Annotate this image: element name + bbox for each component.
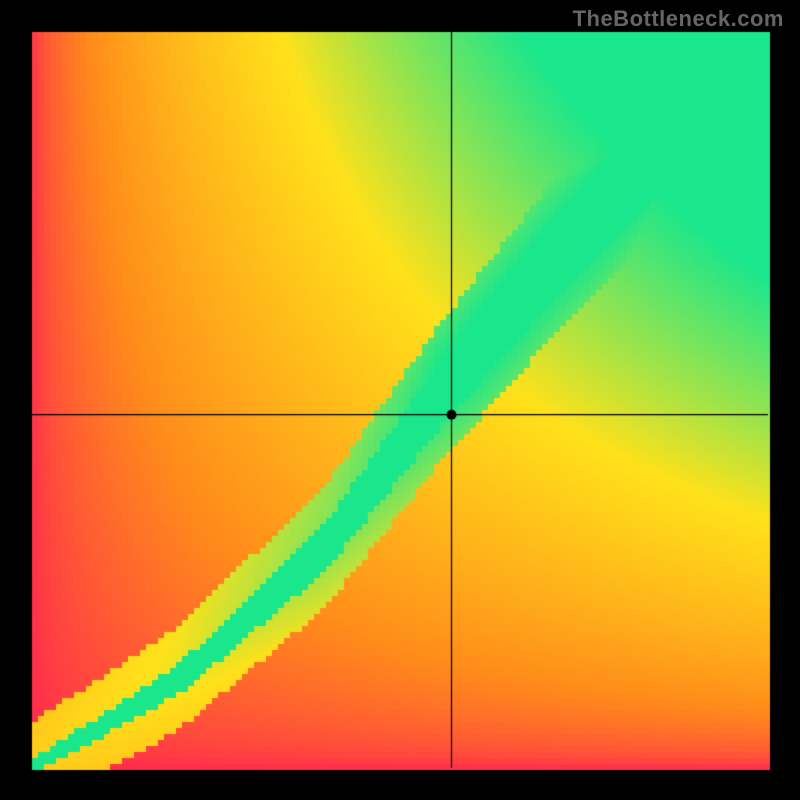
bottleneck-heatmap	[0, 0, 800, 800]
watermark-text: TheBottleneck.com	[573, 6, 784, 32]
